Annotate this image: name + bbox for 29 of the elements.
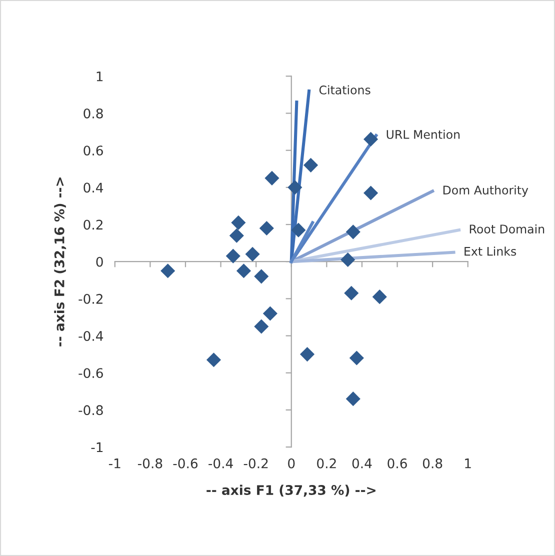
y-tick-label: -0.6 <box>78 368 103 378</box>
y-tick-label: 0.4 <box>84 182 104 193</box>
x-tick-label: -0.2 <box>244 458 268 468</box>
x-tick-label: -0.8 <box>138 458 162 468</box>
series-label: URL Mention <box>386 130 460 139</box>
series-label: Dom Authority <box>443 185 528 197</box>
y-tick-label: -1 <box>91 442 103 452</box>
x-tick-label: 0.4 <box>352 458 372 468</box>
x-tick-label: 0.2 <box>317 458 336 468</box>
y-tick-label: 1 <box>96 72 103 82</box>
y-tick-label: -0.2 <box>78 294 102 304</box>
y-tick-label: 0 <box>96 256 103 267</box>
y-tick-label: -0.8 <box>78 405 103 416</box>
y-tick-label: 0.8 <box>84 108 103 118</box>
x-axis-title: -- axis F1 (37,33 %) --> <box>206 484 376 497</box>
series-label: Ext Links <box>464 246 516 256</box>
y-tick-label: 0.2 <box>84 220 102 230</box>
series-label: Citations <box>319 85 370 94</box>
x-tick-label: -1 <box>108 458 120 468</box>
x-tick-label: 1 <box>465 458 471 468</box>
y-tick-label: -0.4 <box>78 330 104 341</box>
x-tick-label: 0.6 <box>388 458 407 468</box>
x-tick-label: -0.4 <box>208 458 233 468</box>
series-label: Root Domain <box>470 224 544 234</box>
x-tick-label: 0.8 <box>422 458 442 468</box>
y-tick-label: 0.6 <box>84 146 103 156</box>
x-tick-label: -0.6 <box>173 458 198 468</box>
x-tick-label: 0 <box>288 458 295 468</box>
y-axis-title: -- axis F2 (32,16 %) --> <box>54 178 66 346</box>
